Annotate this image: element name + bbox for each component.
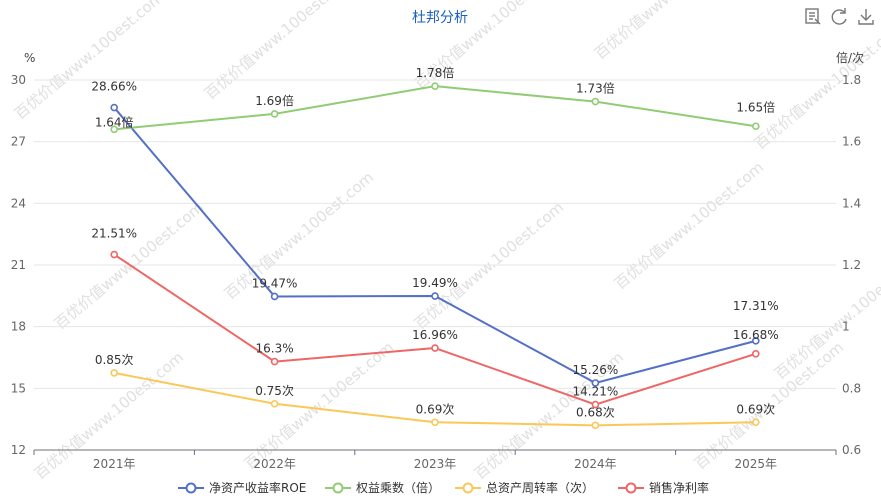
- data-point[interactable]: [591, 400, 600, 409]
- left-axis-tick-label: 21: [11, 258, 26, 272]
- data-label: 19.47%: [252, 276, 298, 290]
- legend-circle-marker: [185, 482, 197, 494]
- data-label: 0.85次: [95, 353, 134, 367]
- data-point[interactable]: [751, 349, 760, 358]
- data-label: 0.69次: [736, 402, 775, 416]
- watermark-text: 百优价值www.100est.com: [221, 168, 377, 303]
- data-point[interactable]: [751, 337, 760, 345]
- legend: 净资产收益率ROE 权益乘数（倍） 总资产周转率（次） 销售净利率: [178, 480, 709, 495]
- legend-label: 销售净利率: [649, 480, 709, 495]
- data-point[interactable]: [591, 97, 600, 106]
- left-axis-tick-label: 12: [11, 443, 26, 457]
- left-axis-unit: %: [24, 51, 35, 65]
- series-layer: [110, 82, 760, 430]
- data-label: 0.75次: [255, 384, 294, 398]
- right-axis-tick-label: 1.4: [842, 196, 861, 210]
- data-point[interactable]: [591, 379, 600, 387]
- legend-circle-marker: [462, 482, 474, 494]
- x-axis-tick-label: 2025年: [735, 457, 778, 471]
- legend-circle-marker: [332, 482, 344, 494]
- legend-label: 净资产收益率ROE: [209, 480, 306, 495]
- data-label: 1.73倍: [576, 81, 615, 96]
- data-point[interactable]: [431, 292, 439, 300]
- watermark-text: 百优价值www.100est.com: [751, 18, 881, 153]
- data-label: 21.51%: [91, 227, 137, 241]
- data-label: 28.66%: [91, 80, 137, 94]
- chart-title: 杜邦分析: [412, 10, 468, 26]
- data-point[interactable]: [751, 418, 760, 427]
- data-label: 16.96%: [412, 328, 458, 342]
- data-label: 0.68次: [576, 405, 615, 419]
- data-label: 1.64倍: [95, 114, 134, 129]
- right-axis-tick-label: 1.6: [842, 135, 861, 149]
- watermark-text: 百优价值www.100est.com: [201, 0, 357, 103]
- legend-item[interactable]: 总资产周转率（次）: [455, 480, 594, 495]
- x-axis-tick-label: 2022年: [253, 457, 296, 471]
- data-point[interactable]: [110, 369, 118, 377]
- data-labels: 28.66% 19.47% 19.49% 15.26% 17.31% 1.64倍 1.69倍…: [91, 65, 778, 419]
- x-axis-tick-label: 2024年: [574, 457, 617, 471]
- x-axis-tick-label: 2021年: [93, 457, 136, 471]
- left-axis-tick-label: 27: [11, 135, 26, 149]
- data-label: 19.49%: [412, 276, 458, 290]
- right-axis-unit: 倍/次: [836, 50, 864, 65]
- data-point[interactable]: [431, 344, 439, 352]
- legend-circle-marker: [625, 482, 637, 494]
- data-label: 14.21%: [573, 385, 619, 399]
- right-axis-tick-label: 1.2: [842, 258, 861, 272]
- data-point[interactable]: [270, 399, 279, 408]
- right-axis-tick-label: 0.6: [842, 443, 861, 457]
- series-line: [114, 371, 756, 427]
- data-label: 15.26%: [573, 363, 619, 377]
- data-point[interactable]: [591, 421, 600, 430]
- data-label: 16.3%: [256, 342, 294, 356]
- legend-item[interactable]: 销售净利率: [618, 480, 709, 495]
- legend-label: 总资产周转率（次）: [486, 480, 594, 495]
- data-label: 0.69次: [416, 402, 455, 416]
- watermark-text: 百优价值www.100est.com: [591, 0, 747, 63]
- download-icon[interactable]: [858, 9, 874, 25]
- data-point[interactable]: [431, 82, 439, 90]
- data-label: 17.31%: [733, 299, 779, 313]
- right-axis-tick-label: 1: [842, 320, 850, 334]
- data-point[interactable]: [110, 125, 118, 134]
- left-axis-tick-label: 18: [11, 320, 26, 334]
- data-point[interactable]: [110, 250, 118, 259]
- data-view-icon[interactable]: [805, 8, 821, 25]
- data-point[interactable]: [270, 110, 279, 118]
- left-axis-tick-label: 30: [11, 73, 26, 87]
- grid-lines: [34, 79, 836, 451]
- legend-item[interactable]: 权益乘数（倍）: [325, 480, 440, 495]
- data-point[interactable]: [270, 357, 279, 366]
- refresh-icon[interactable]: [831, 8, 847, 25]
- data-label: 1.69倍: [255, 93, 294, 108]
- watermark-text: 百优价值www.100est.com: [611, 158, 767, 293]
- watermark-text: 百优价值www.100est.com: [411, 198, 567, 333]
- data-point[interactable]: [751, 122, 760, 131]
- x-axis-tick-label: 2023年: [414, 457, 457, 471]
- data-label: 1.65倍: [736, 99, 775, 114]
- left-axis-tick-label: 24: [11, 196, 26, 210]
- legend-item[interactable]: 净资产收益率ROE: [178, 480, 306, 495]
- legend-label: 权益乘数（倍）: [356, 480, 440, 495]
- left-axis-tick-label: 15: [11, 381, 26, 395]
- data-point[interactable]: [110, 103, 118, 112]
- data-point[interactable]: [431, 418, 439, 427]
- axes: 12 0.6 15 0.8 18 1 21 1.2 24 1.4 27 1.6 30 1.8 2021年 20…: [11, 73, 861, 471]
- right-axis-tick-label: 1.8: [842, 73, 861, 87]
- data-label: 16.68%: [733, 328, 779, 342]
- right-axis-tick-label: 0.8: [842, 381, 861, 395]
- data-label: 1.78倍: [416, 65, 455, 80]
- data-point[interactable]: [270, 292, 279, 301]
